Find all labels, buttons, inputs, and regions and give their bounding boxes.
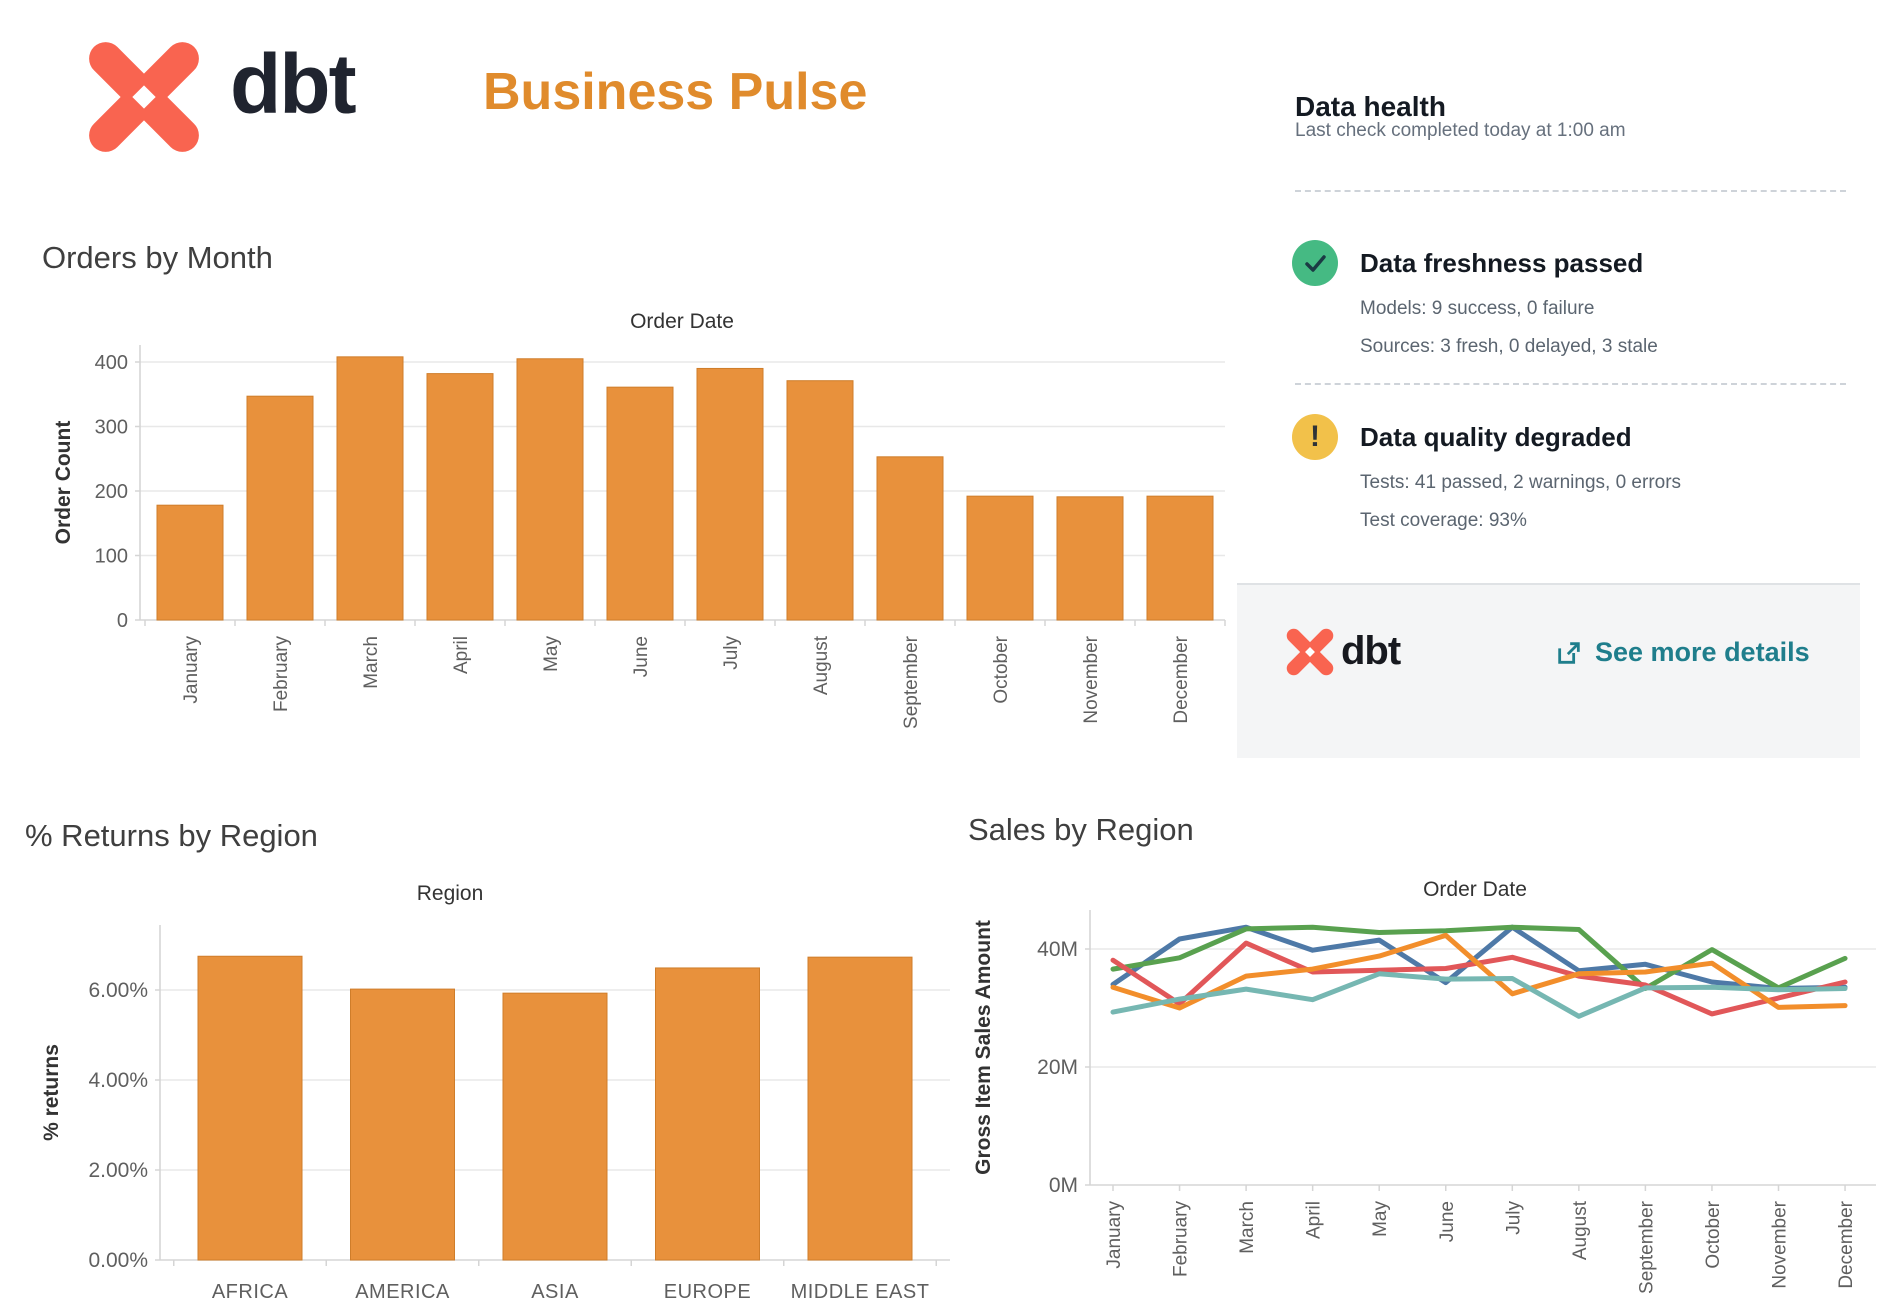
x-tick-label: February [271,636,292,713]
dbt-wordmark: dbt [1341,629,1401,673]
x-tick-label: EUROPE [664,1281,751,1303]
x-tick-label: December [1171,635,1192,723]
bar-africa[interactable] [197,955,303,1261]
y-axis-title: Gross Item Sales Amount [972,920,995,1175]
x-tick-label: AMERICA [355,1281,450,1303]
exclamation-glyph: ! [1310,420,1320,453]
line-series-teal[interactable] [1110,971,1848,1019]
data-health-subtitle: Last check completed today at 1:00 am [1295,120,1626,141]
x-tick-label: April [451,636,472,674]
returns-by-region-chart[interactable]: Region 0.00% 2.00% 4.00% 6.00% % returns AFRIC… [20,880,960,1312]
bar-june[interactable] [606,386,674,621]
y-tick-label: 6.00% [88,979,148,1002]
external-link-icon [1558,641,1580,664]
line-series-green[interactable] [1110,924,1848,991]
x-tick-label: May [541,636,562,672]
page-title: Business Pulse [483,63,868,121]
bar-april[interactable] [426,373,494,621]
bar-january[interactable] [156,504,224,621]
y-tick-label: 0 [117,610,128,632]
bar-october[interactable] [966,495,1034,621]
checkmark-glyph [1305,255,1326,272]
quality-coverage-line: Test coverage: 93% [1360,510,1527,531]
x-tick-label: January [1104,1201,1125,1269]
x-tick-label: November [1770,1200,1791,1288]
quality-tests-line: Tests: 41 passed, 2 warnings, 0 errors [1360,472,1682,493]
bar-february[interactable] [246,395,314,621]
x-tick-label: September [901,635,922,729]
y-tick-label: 100 [95,546,128,568]
x-tick-label: October [991,635,1012,703]
x-tick-label: May [1370,1201,1391,1237]
bar-europe[interactable] [655,967,760,1261]
chart-inner-title: Region [417,882,484,905]
x-tick-label: August [1570,1200,1591,1260]
bar-middle-east[interactable] [807,956,913,1261]
x-tick-label: January [181,636,202,704]
dbt-wordmark: dbt [230,37,357,131]
data-health-title: Data health [1295,91,1446,123]
divider [1295,383,1846,385]
y-tick-label: 2.00% [88,1159,148,1182]
x-tick-label: March [1237,1201,1258,1254]
check-icon [1292,240,1338,286]
y-tick-label: 40M [1037,938,1078,961]
y-tick-label: 200 [95,481,128,503]
chart-inner-title: Order Date [1423,878,1527,901]
x-tick-label: February [1171,1201,1192,1278]
y-axis-title: % returns [40,1044,63,1141]
orders-by-month-chart[interactable]: Order Date 0 100 200 300 400 Order Count Januar… [30,290,1230,770]
x-tick-label: March [361,636,382,689]
y-axis-title: Order Count [52,421,75,545]
see-more-details-label: See more details [1595,637,1810,667]
dbt-logo-icon [1286,628,1334,676]
bar-america[interactable] [350,988,455,1261]
app-header: dbt Business Pulse [0,0,1878,170]
y-tick-label: 0.00% [88,1249,148,1272]
data-health-footer: dbt See more details [1237,583,1860,758]
data-health-panel: Data health Last check completed today a… [1237,40,1860,758]
line-series-orange[interactable] [1110,932,1848,1011]
y-tick-label: 4.00% [88,1069,148,1092]
bar-may[interactable] [516,358,584,621]
sales-chart-title: Sales by Region [968,812,1194,847]
freshness-models-line: Models: 9 success, 0 failure [1360,298,1595,319]
line-series-blue[interactable] [1110,924,1848,991]
x-tick-label: April [1304,1201,1325,1239]
x-tick-label: June [631,636,652,677]
freshness-status-title: Data freshness passed [1360,248,1644,278]
x-tick-label: December [1836,1200,1857,1288]
x-tick-label: July [721,636,742,670]
y-tick-label: 20M [1037,1056,1078,1079]
y-tick-label: 0M [1049,1174,1078,1197]
x-tick-label: July [1503,1201,1524,1235]
warning-icon: ! [1292,414,1338,460]
bar-september[interactable] [876,456,944,621]
bar-asia[interactable] [502,992,608,1261]
bar-july[interactable] [696,367,764,621]
x-tick-label: AFRICA [212,1281,289,1303]
dbt-logo-icon [89,42,199,152]
divider [1295,190,1846,192]
x-tick-label: November [1081,635,1102,723]
see-more-details-link[interactable]: See more details [1555,637,1810,668]
bar-march[interactable] [336,356,404,621]
bar-november[interactable] [1056,496,1124,621]
returns-chart-title: % Returns by Region [25,818,318,853]
x-tick-label: MIDDLE EAST [791,1281,930,1303]
bar-december[interactable] [1146,495,1214,621]
chart-inner-title: Order Date [630,310,734,333]
x-tick-label: October [1703,1200,1724,1268]
orders-chart-title: Orders by Month [42,240,273,275]
x-tick-label: August [811,635,832,695]
sales-by-region-chart[interactable]: Order Date 0M 20M 40M Gross Item Sales Amoun… [960,870,1878,1312]
x-tick-label: ASIA [531,1281,579,1303]
x-tick-label: June [1437,1201,1458,1242]
x-tick-label: September [1636,1200,1657,1294]
freshness-sources-line: Sources: 3 fresh, 0 delayed, 3 stale [1360,336,1658,357]
quality-status-title: Data quality degraded [1360,422,1632,452]
y-tick-label: 400 [95,352,128,374]
bar-august[interactable] [786,380,854,621]
y-tick-label: 300 [95,417,128,439]
